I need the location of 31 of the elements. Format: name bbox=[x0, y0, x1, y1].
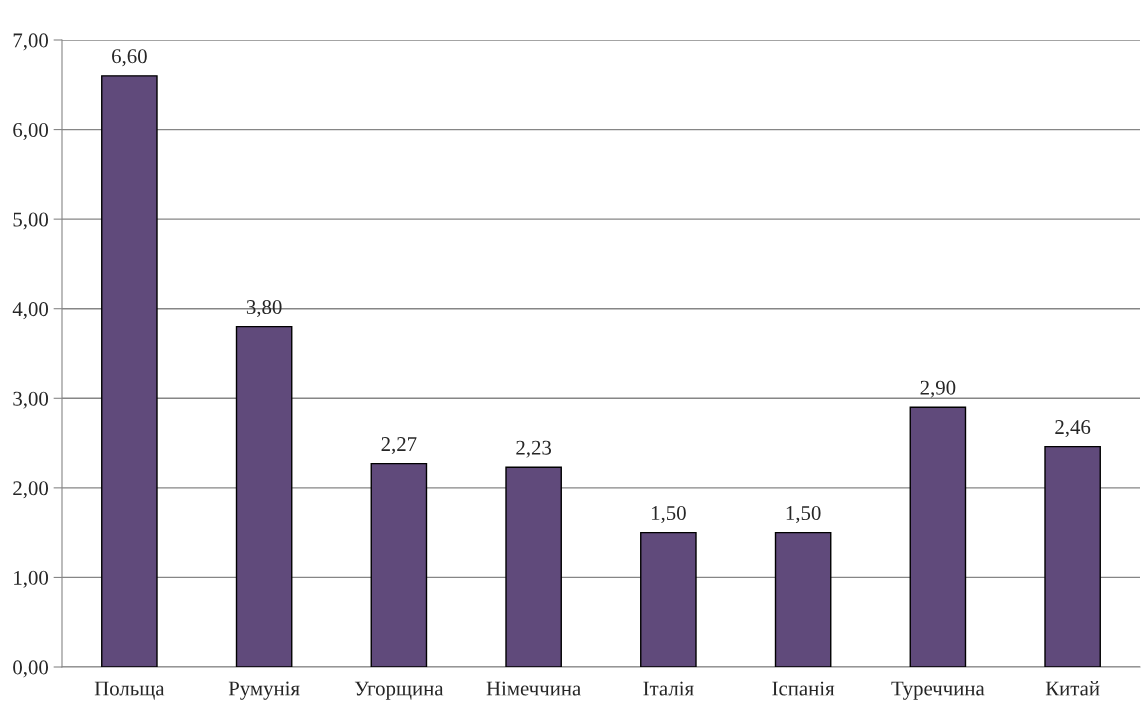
bar bbox=[235, 325, 293, 667]
x-tick-label: Китай bbox=[1045, 681, 1100, 696]
data-label: 2,90 bbox=[920, 380, 956, 398]
x-tick-label: Румунія bbox=[228, 681, 300, 700]
y-tick-label: 4,00 bbox=[12, 302, 49, 320]
x-tick-label: Угорщина bbox=[354, 681, 444, 700]
y-tick-label: 3,00 bbox=[13, 391, 49, 409]
x-tick-label: Німеччина bbox=[486, 681, 581, 696]
bar bbox=[640, 531, 697, 667]
x-tick-label: Іспанія bbox=[772, 681, 835, 696]
y-tick-label: 2,00 bbox=[13, 481, 49, 499]
bar bbox=[101, 75, 158, 667]
data-label: 2,23 bbox=[516, 440, 552, 458]
bar bbox=[370, 462, 428, 667]
y-tick-label: 7,00 bbox=[13, 33, 49, 51]
bar bbox=[1044, 445, 1101, 667]
bar bbox=[909, 406, 967, 667]
y-tick-label: 0,00 bbox=[13, 660, 49, 678]
y-tick-label: 5,00 bbox=[13, 212, 49, 230]
data-label: 1,50 bbox=[651, 506, 686, 524]
bar bbox=[505, 466, 562, 667]
x-tick-label: Польща bbox=[94, 681, 165, 700]
bar bbox=[774, 531, 832, 667]
data-label: 2,27 bbox=[381, 437, 417, 455]
y-tick-label: 1,00 bbox=[14, 570, 49, 588]
data-label: 1,50 bbox=[786, 506, 821, 524]
x-tick-label: Туреччина bbox=[891, 681, 985, 700]
x-tick-label: Італія bbox=[643, 681, 694, 696]
data-label: 2,46 bbox=[1055, 420, 1091, 438]
data-label: 6,60 bbox=[112, 49, 147, 67]
y-tick-label: 6,00 bbox=[13, 122, 49, 140]
